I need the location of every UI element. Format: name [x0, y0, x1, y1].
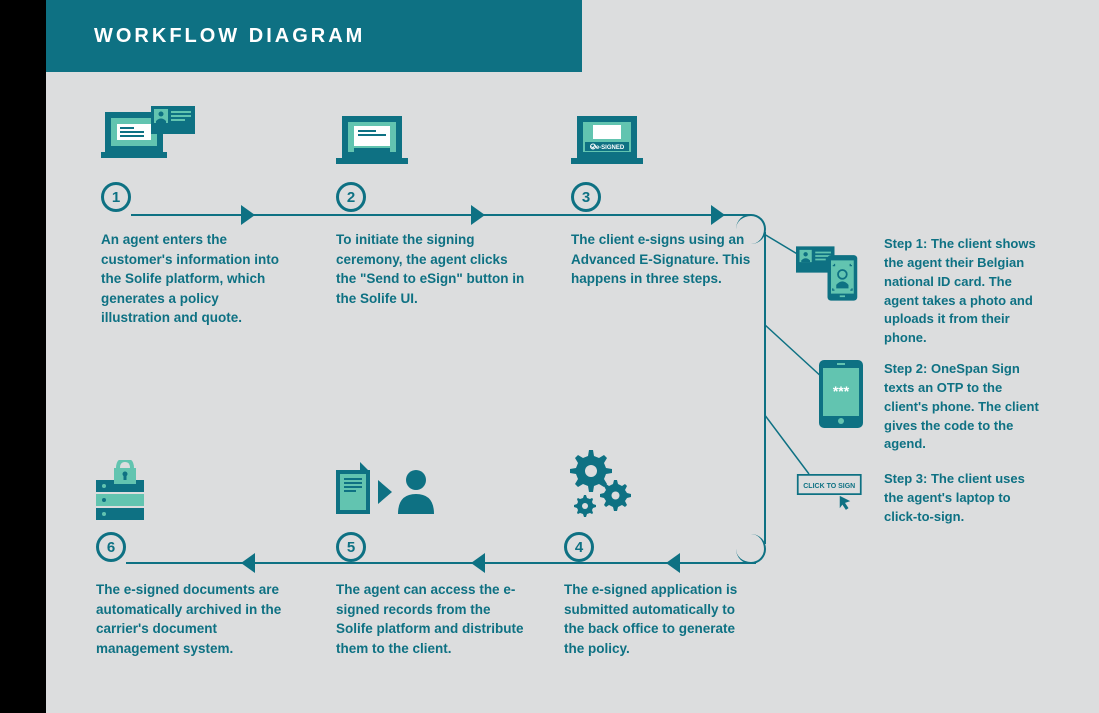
laptop-agent-icon — [101, 100, 301, 170]
step-description: The client e-signs using an Advanced E-S… — [571, 230, 761, 289]
laptop-esign-icon: e-SIGNED — [571, 100, 771, 170]
svg-text:CLICK TO SIGN: CLICK TO SIGN — [803, 483, 855, 490]
step-number: 3 — [571, 182, 601, 212]
server-lock-icon — [96, 450, 296, 520]
step-number: 4 — [564, 532, 594, 562]
step-description: An agent enters the customer's informati… — [101, 230, 291, 328]
step-4: 4 The e-signed application is submitted … — [564, 450, 764, 658]
svg-text:***: *** — [833, 383, 850, 399]
connector-line — [126, 562, 756, 564]
header-bar: WORKFLOW DIAGRAM — [46, 0, 582, 72]
arrow-icon — [241, 205, 255, 225]
step-number: 2 — [336, 182, 366, 212]
substep-3: CLICK TO SIGN Step 3: The client uses th… — [796, 470, 1044, 527]
click-sign-icon: CLICK TO SIGN — [796, 470, 866, 520]
step-2: 2 To initiate the signing ceremony, the … — [336, 100, 536, 308]
step-description: The e-signed documents are automatically… — [96, 580, 286, 658]
connector-curve — [736, 214, 766, 244]
connector-line — [131, 214, 751, 216]
doc-person-icon — [336, 450, 536, 520]
arrow-icon — [471, 553, 485, 573]
step-6: 6 The e-signed documents are automatical… — [96, 450, 296, 658]
step-description: To initiate the signing ceremony, the ag… — [336, 230, 526, 308]
page-background: WORKFLOW DIAGRAM 1 An agent enters the c… — [46, 0, 1099, 713]
gears-icon — [564, 450, 764, 520]
page-title: WORKFLOW DIAGRAM — [94, 25, 365, 48]
substep-2: *** Step 2: OneSpan Sign texts an OTP to… — [816, 360, 1044, 454]
otp-phone-icon: *** — [816, 360, 866, 428]
step-number: 6 — [96, 532, 126, 562]
arrow-icon — [711, 205, 725, 225]
substep-text: Step 2: OneSpan Sign texts an OTP to the… — [884, 360, 1044, 454]
step-number: 5 — [336, 532, 366, 562]
laptop-send-icon — [336, 100, 536, 170]
substep-text: Step 3: The client uses the agent's lapt… — [884, 470, 1044, 527]
arrow-icon — [241, 553, 255, 573]
step-5: 5 The agent can access the e-signed reco… — [336, 450, 536, 658]
step-description: The e-signed application is submitted au… — [564, 580, 754, 658]
substep-1: Step 1: The client shows the agent their… — [796, 235, 1044, 348]
step-number: 1 — [101, 182, 131, 212]
step-description: The agent can access the e-signed record… — [336, 580, 526, 658]
arrow-icon — [666, 553, 680, 573]
id-phone-icon — [796, 235, 866, 305]
step-3: e-SIGNED 3 The client e-signs using an A… — [571, 100, 771, 289]
svg-text:e-SIGNED: e-SIGNED — [596, 145, 625, 151]
arrow-icon — [471, 205, 485, 225]
substep-text: Step 1: The client shows the agent their… — [884, 235, 1044, 348]
